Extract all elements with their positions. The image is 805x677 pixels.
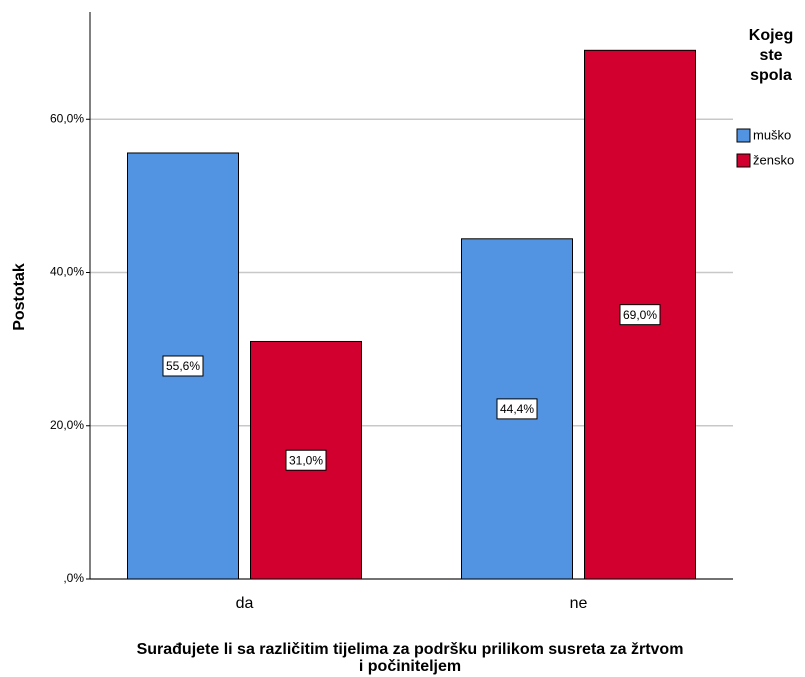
legend-label: muško bbox=[753, 127, 791, 142]
value-label: 31,0% bbox=[289, 453, 323, 467]
x-axis-title: i počiniteljem bbox=[359, 658, 461, 675]
value-label-box bbox=[496, 398, 538, 420]
y-tick-label: ,0% bbox=[63, 571, 84, 585]
legend-swatch bbox=[736, 128, 751, 143]
y-tick-label: 40,0% bbox=[50, 265, 84, 279]
value-label-box bbox=[619, 304, 661, 326]
value-label: 55,6% bbox=[166, 359, 200, 373]
legend-title: ste bbox=[759, 47, 782, 64]
value-label-box bbox=[285, 449, 327, 471]
y-tick-label: 60,0% bbox=[50, 111, 84, 125]
legend-title: Kojeg bbox=[749, 27, 793, 44]
x-axis-title: Surađujete li sa različitim tijelima za … bbox=[137, 641, 684, 658]
legend-swatch bbox=[736, 153, 751, 168]
legend-label: žensko bbox=[753, 152, 794, 167]
legend-title: spola bbox=[750, 67, 792, 84]
value-label-box bbox=[162, 355, 204, 377]
x-tick-label: ne bbox=[570, 595, 588, 612]
y-tick-label: 20,0% bbox=[50, 418, 84, 432]
value-label: 44,4% bbox=[500, 402, 534, 416]
x-tick-label: da bbox=[236, 595, 254, 612]
y-axis-title: Postotak bbox=[11, 263, 28, 331]
value-label: 69,0% bbox=[623, 308, 657, 322]
